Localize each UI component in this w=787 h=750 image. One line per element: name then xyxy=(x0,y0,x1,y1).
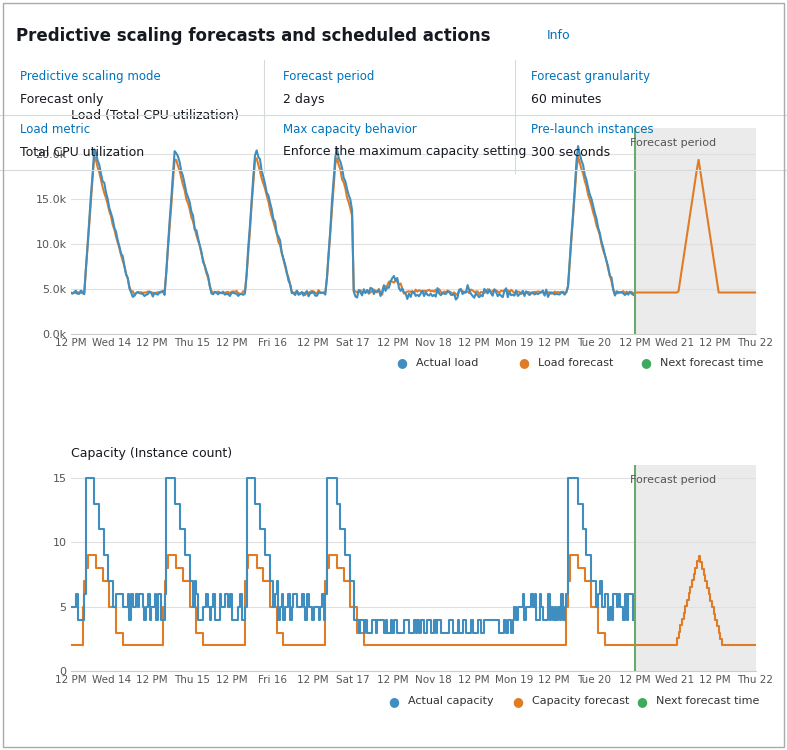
Text: 60 minutes: 60 minutes xyxy=(531,93,601,106)
Text: Next forecast time: Next forecast time xyxy=(656,696,759,706)
Text: ●: ● xyxy=(518,356,529,370)
Text: Load forecast: Load forecast xyxy=(538,358,613,368)
Text: Total CPU utilization: Total CPU utilization xyxy=(20,146,144,158)
Text: Predictive scaling mode: Predictive scaling mode xyxy=(20,70,161,83)
Text: ●: ● xyxy=(637,694,648,708)
Text: Capacity (Instance count): Capacity (Instance count) xyxy=(71,447,232,460)
Text: Next forecast time: Next forecast time xyxy=(660,358,763,368)
Text: ●: ● xyxy=(388,694,399,708)
Text: Forecast granularity: Forecast granularity xyxy=(531,70,650,83)
Text: Info: Info xyxy=(547,29,571,42)
Text: 2 days: 2 days xyxy=(283,93,325,106)
Bar xyxy=(634,128,756,334)
Text: Load metric: Load metric xyxy=(20,123,90,136)
Text: ●: ● xyxy=(640,356,651,370)
Text: Pre-launch instances: Pre-launch instances xyxy=(531,123,654,136)
Text: Predictive scaling forecasts and scheduled actions: Predictive scaling forecasts and schedul… xyxy=(16,27,490,45)
Text: Load (Total CPU utilization): Load (Total CPU utilization) xyxy=(71,110,238,122)
Text: ●: ● xyxy=(512,694,523,708)
Bar xyxy=(634,465,756,671)
Text: Max capacity behavior: Max capacity behavior xyxy=(283,123,417,136)
Text: Enforce the maximum capacity setting: Enforce the maximum capacity setting xyxy=(283,146,527,158)
Text: Capacity forecast: Capacity forecast xyxy=(532,696,630,706)
Text: Actual load: Actual load xyxy=(416,358,478,368)
Text: Forecast period: Forecast period xyxy=(630,476,716,485)
Text: Actual capacity: Actual capacity xyxy=(408,696,493,706)
Text: 300 seconds: 300 seconds xyxy=(531,146,611,158)
Text: ●: ● xyxy=(396,356,407,370)
Text: Forecast only: Forecast only xyxy=(20,93,103,106)
Text: Forecast period: Forecast period xyxy=(283,70,375,83)
Text: Forecast period: Forecast period xyxy=(630,138,716,148)
